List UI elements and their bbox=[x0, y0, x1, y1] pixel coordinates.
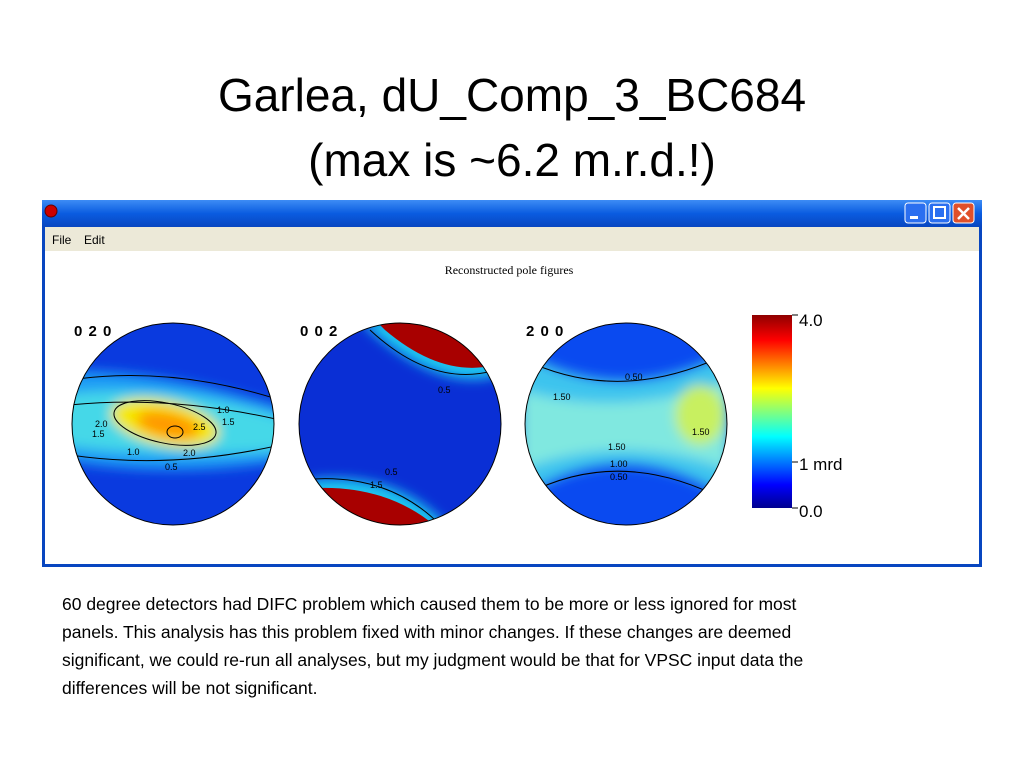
contour-label: 1.0 bbox=[127, 447, 140, 457]
body-text: panels. This analysis has this problem f… bbox=[62, 622, 792, 642]
pole-figure-outline bbox=[71, 322, 275, 526]
pole-figure bbox=[72, 323, 274, 525]
colorbar-label: 4.0 bbox=[799, 311, 823, 330]
menu-bar bbox=[45, 227, 979, 251]
contour-label: 1.50 bbox=[692, 427, 710, 437]
contour-label: 0.50 bbox=[610, 472, 628, 482]
pole-figure bbox=[525, 323, 727, 525]
pole-figure-outline bbox=[524, 322, 728, 526]
contour-label: 1.5 bbox=[92, 429, 105, 439]
minimize-button[interactable] bbox=[904, 202, 927, 224]
slide-title: Garlea, dU_Comp_3_BC684 bbox=[217, 69, 807, 121]
contour-label: 1.50 bbox=[553, 392, 571, 402]
pole-figure bbox=[299, 323, 501, 525]
slide-title: (max is ~6.2 m.r.d.!) bbox=[308, 134, 716, 186]
contour-label: 2.0 bbox=[183, 448, 196, 458]
body-text: 60 degree detectors had DIFC problem whi… bbox=[62, 594, 797, 614]
menu-item[interactable]: File bbox=[52, 233, 72, 247]
body-text: significant, we could re-run all analyse… bbox=[62, 650, 804, 670]
menu-item[interactable]: Edit bbox=[84, 233, 105, 247]
maximize-icon bbox=[933, 206, 946, 219]
pole-figure-outline bbox=[298, 322, 502, 526]
contour-label: 1.00 bbox=[610, 459, 628, 469]
contour-label: 0.5 bbox=[165, 462, 178, 472]
minimize-icon bbox=[910, 216, 918, 219]
colorbar-label: 0.0 bbox=[799, 502, 823, 521]
contour-label: 2.5 bbox=[193, 422, 206, 432]
colorbar bbox=[752, 315, 792, 508]
contour-label: 1.5 bbox=[222, 417, 235, 427]
close-icon bbox=[957, 207, 970, 220]
pole-figure-label: 0 0 2 bbox=[300, 323, 338, 340]
plot-title: Reconstructed pole figures bbox=[445, 263, 574, 277]
pole-figure-label: 0 2 0 bbox=[74, 323, 112, 340]
contour-label: 1.0 bbox=[217, 405, 230, 415]
title-bar bbox=[42, 200, 982, 227]
contour-label: 0.5 bbox=[385, 467, 398, 477]
contour-label: 1.50 bbox=[608, 442, 626, 452]
app-icon bbox=[44, 204, 58, 218]
colorbar-label: 1 mrd bbox=[799, 455, 842, 474]
contour-label: 1.5 bbox=[370, 480, 383, 490]
contour-label: 0.50 bbox=[625, 372, 643, 382]
body-text: differences will be not significant. bbox=[62, 678, 318, 698]
pole-figure-label: 2 0 0 bbox=[526, 323, 564, 340]
contour-label: 0.5 bbox=[438, 385, 451, 395]
contour-label: 2.0 bbox=[95, 419, 108, 429]
window: File Edit Reconstructed pole figures bbox=[42, 200, 982, 567]
